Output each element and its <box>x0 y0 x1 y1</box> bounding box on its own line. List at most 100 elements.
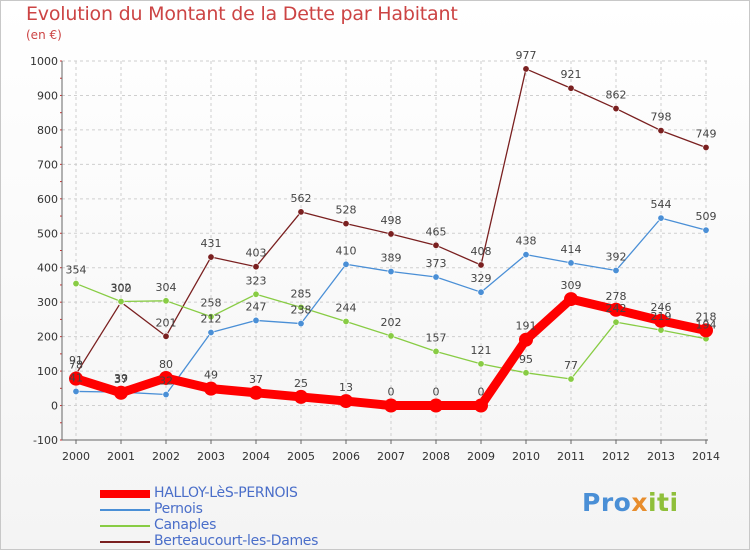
logo-part-2: x <box>631 488 648 517</box>
data-label: 258 <box>201 297 222 310</box>
x-tick-label: 2013 <box>647 450 675 463</box>
data-label: 465 <box>426 225 447 238</box>
data-point <box>384 398 398 413</box>
data-label: 32 <box>159 375 173 388</box>
axes: -100010020030040050060070080090010002000… <box>30 55 720 463</box>
y-tick-label: 400 <box>37 262 58 275</box>
data-label: 278 <box>606 290 627 303</box>
data-label: 285 <box>291 287 312 300</box>
data-label: 80 <box>159 358 173 371</box>
x-tick-label: 2007 <box>377 450 405 463</box>
legend-label: Canaples <box>154 517 217 533</box>
data-label: 921 <box>561 68 582 81</box>
data-label: 544 <box>651 198 672 211</box>
data-point <box>294 389 308 404</box>
data-point <box>207 253 215 261</box>
y-tick-label: 100 <box>37 365 58 378</box>
legend-label: Pernois <box>154 501 203 517</box>
x-tick-label: 2012 <box>602 450 630 463</box>
data-label: 13 <box>339 381 353 394</box>
data-label: 78 <box>69 359 83 372</box>
data-point <box>69 371 83 386</box>
data-point <box>252 263 260 271</box>
x-tick-label: 2004 <box>242 450 270 463</box>
data-point <box>432 273 440 281</box>
data-point <box>297 303 305 311</box>
data-point <box>657 214 665 222</box>
x-tick-label: 2008 <box>422 450 450 463</box>
data-label: 977 <box>516 49 537 62</box>
data-point <box>477 261 485 269</box>
data-point <box>342 220 350 228</box>
y-tick-label: 900 <box>37 89 58 102</box>
data-point <box>252 290 260 298</box>
data-point <box>387 230 395 238</box>
data-point <box>654 313 668 328</box>
data-point <box>207 313 215 321</box>
data-point <box>567 375 575 383</box>
proxiti-logo: Proxiti <box>582 488 679 517</box>
data-label: 25 <box>294 377 308 390</box>
y-tick-label: 0 <box>51 400 58 413</box>
data-point <box>249 385 263 400</box>
data-point <box>609 302 623 317</box>
series-berteaucourt-les-dames <box>72 65 710 378</box>
chart-title: Evolution du Montant de la Dette par Hab… <box>26 3 458 25</box>
data-label: 562 <box>291 192 312 205</box>
data-label: 91 <box>69 354 83 367</box>
data-label: 219 <box>651 310 672 323</box>
data-label: 247 <box>246 300 267 313</box>
data-label: 218 <box>696 310 717 323</box>
chart-subtitle: (en €) <box>26 28 62 42</box>
data-point <box>567 259 575 267</box>
data-label: 194 <box>696 319 717 332</box>
data-label: 0 <box>433 386 440 399</box>
data-point <box>72 387 80 395</box>
data-point <box>432 241 440 249</box>
series-canaples <box>72 280 710 383</box>
x-tick-label: 2009 <box>467 450 495 463</box>
data-label: 862 <box>606 89 627 102</box>
data-label: 438 <box>516 235 537 248</box>
data-label: 238 <box>291 304 312 317</box>
data-label: 302 <box>111 281 132 294</box>
data-point <box>477 360 485 368</box>
legend-swatch <box>100 490 150 498</box>
x-tick-label: 2014 <box>692 450 720 463</box>
data-point <box>522 251 530 259</box>
legend-label: Berteaucourt-les-Dames <box>154 533 319 549</box>
legend-swatch <box>100 541 150 543</box>
data-point <box>72 280 80 288</box>
data-label: 49 <box>204 369 218 382</box>
data-point <box>612 318 620 326</box>
data-label: 202 <box>381 316 402 329</box>
data-point <box>657 326 665 334</box>
data-label: 798 <box>651 111 672 124</box>
data-label: 392 <box>606 250 627 263</box>
data-point <box>162 297 170 305</box>
y-tick-label: 300 <box>37 296 58 309</box>
legend-swatch <box>100 525 150 527</box>
data-point <box>162 391 170 399</box>
data-point <box>387 268 395 276</box>
data-label: 749 <box>696 127 717 140</box>
y-tick-label: -100 <box>33 434 58 447</box>
data-label: 244 <box>336 301 357 314</box>
data-label: 373 <box>426 257 447 270</box>
series-halloy-l-s-pernois <box>69 292 713 413</box>
data-point <box>117 297 125 305</box>
data-label: 329 <box>471 272 492 285</box>
data-label: 304 <box>156 281 177 294</box>
legend-swatch <box>100 509 150 511</box>
y-tick-label: 200 <box>37 331 58 344</box>
data-point <box>342 317 350 325</box>
data-label: 37 <box>249 373 263 386</box>
data-point <box>702 143 710 151</box>
data-label: 157 <box>426 331 447 344</box>
data-point <box>564 292 578 307</box>
y-tick-label: 600 <box>37 193 58 206</box>
data-point <box>522 65 530 73</box>
x-tick-label: 2001 <box>107 450 135 463</box>
data-label: 95 <box>519 353 533 366</box>
